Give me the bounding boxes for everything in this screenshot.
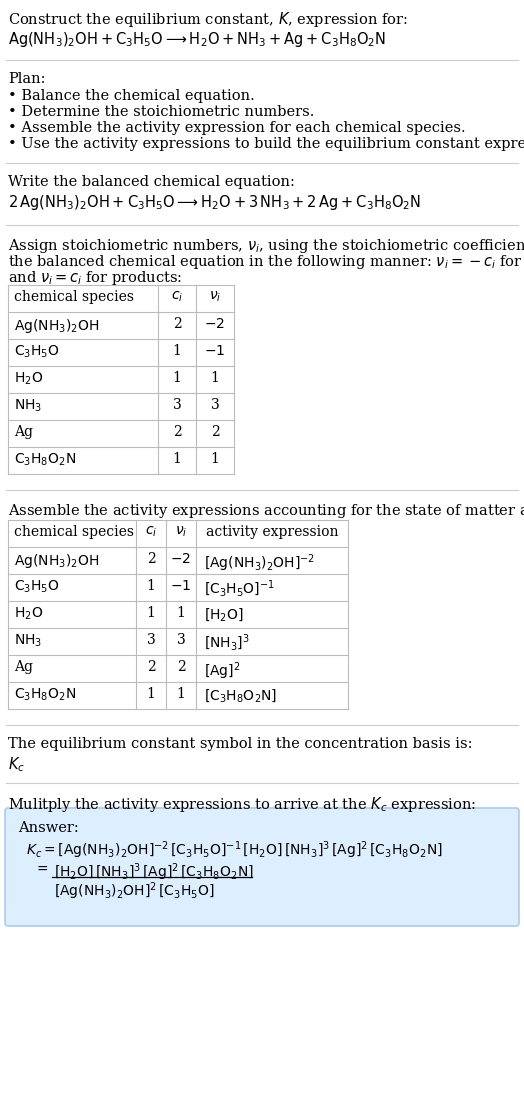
- Text: $[\mathrm{C_3H_5O}]^{-1}$: $[\mathrm{C_3H_5O}]^{-1}$: [204, 579, 275, 599]
- Text: $\mathrm{Ag(NH_3)_2OH}$: $\mathrm{Ag(NH_3)_2OH}$: [14, 552, 100, 571]
- Text: 1: 1: [172, 344, 181, 359]
- Text: $\mathrm{H_2O}$: $\mathrm{H_2O}$: [14, 606, 43, 622]
- Text: $\mathrm{H_2O}$: $\mathrm{H_2O}$: [14, 371, 43, 387]
- Text: the balanced chemical equation in the following manner: $\nu_i = -c_i$ for react: the balanced chemical equation in the fo…: [8, 252, 524, 271]
- Text: chemical species: chemical species: [14, 290, 134, 304]
- Text: 2: 2: [147, 552, 156, 566]
- Text: Ag: Ag: [14, 425, 33, 439]
- Text: $c_i$: $c_i$: [171, 290, 183, 304]
- Text: $[\mathrm{C_3H_8O_2N}]$: $[\mathrm{C_3H_8O_2N}]$: [204, 687, 277, 704]
- Text: $\mathrm{Ag(NH_3)_2OH + C_3H_5O} \longrightarrow \mathrm{H_2O + NH_3 + Ag + C_3H: $\mathrm{Ag(NH_3)_2OH + C_3H_5O} \longri…: [8, 30, 386, 49]
- Text: 3: 3: [211, 398, 220, 412]
- Text: $K_c = [\mathrm{Ag(NH_3)_2OH}]^{-2}\,[\mathrm{C_3H_5O}]^{-1}\,[\mathrm{H_2O}]\,[: $K_c = [\mathrm{Ag(NH_3)_2OH}]^{-2}\,[\m…: [26, 839, 443, 860]
- Text: 1: 1: [211, 371, 220, 385]
- Text: $c_i$: $c_i$: [145, 525, 157, 540]
- Text: 2: 2: [172, 317, 181, 331]
- Text: • Assemble the activity expression for each chemical species.: • Assemble the activity expression for e…: [8, 121, 466, 136]
- Text: 1: 1: [147, 606, 156, 620]
- Text: and $\nu_i = c_i$ for products:: and $\nu_i = c_i$ for products:: [8, 269, 182, 287]
- Text: $\nu_i$: $\nu_i$: [175, 525, 187, 540]
- Text: $\mathrm{NH_3}$: $\mathrm{NH_3}$: [14, 398, 42, 414]
- FancyBboxPatch shape: [5, 808, 519, 926]
- Text: chemical species: chemical species: [14, 525, 134, 539]
- Text: $[\mathrm{H_2O}]\,[\mathrm{NH_3}]^3\,[\mathrm{Ag}]^2\,[\mathrm{C_3H_8O_2N}]$: $[\mathrm{H_2O}]\,[\mathrm{NH_3}]^3\,[\m…: [54, 861, 254, 883]
- Text: 1: 1: [177, 687, 185, 701]
- Text: Assign stoichiometric numbers, $\nu_i$, using the stoichiometric coefficients, $: Assign stoichiometric numbers, $\nu_i$, …: [8, 237, 524, 255]
- Text: Ag: Ag: [14, 660, 33, 674]
- Text: $[\mathrm{Ag(NH_3)_2OH}]^2\,[\mathrm{C_3H_5O}]$: $[\mathrm{Ag(NH_3)_2OH}]^2\,[\mathrm{C_3…: [54, 880, 215, 902]
- Text: Assemble the activity expressions accounting for the state of matter and $\nu_i$: Assemble the activity expressions accoun…: [8, 502, 524, 520]
- Text: • Use the activity expressions to build the equilibrium constant expression.: • Use the activity expressions to build …: [8, 137, 524, 151]
- Text: $2\,\mathrm{Ag(NH_3)_2OH + C_3H_5O} \longrightarrow \mathrm{H_2O} + 3\,\mathrm{N: $2\,\mathrm{Ag(NH_3)_2OH + C_3H_5O} \lon…: [8, 193, 421, 212]
- Text: Plan:: Plan:: [8, 72, 46, 86]
- Text: • Determine the stoichiometric numbers.: • Determine the stoichiometric numbers.: [8, 105, 314, 119]
- Text: $=$: $=$: [34, 861, 49, 875]
- Text: • Balance the chemical equation.: • Balance the chemical equation.: [8, 89, 255, 103]
- Text: $-1$: $-1$: [170, 579, 192, 593]
- Text: $-2$: $-2$: [204, 317, 225, 331]
- Text: $-1$: $-1$: [204, 344, 226, 359]
- Text: $[\mathrm{Ag(NH_3)_2OH}]^{-2}$: $[\mathrm{Ag(NH_3)_2OH}]^{-2}$: [204, 552, 315, 574]
- Text: $[\mathrm{NH_3}]^3$: $[\mathrm{NH_3}]^3$: [204, 633, 250, 654]
- Text: 2: 2: [172, 425, 181, 439]
- Text: $\mathrm{C_3H_5O}$: $\mathrm{C_3H_5O}$: [14, 344, 60, 361]
- Text: 3: 3: [147, 633, 156, 647]
- Text: $\mathrm{C_3H_8O_2N}$: $\mathrm{C_3H_8O_2N}$: [14, 453, 76, 469]
- Text: $K_c$: $K_c$: [8, 755, 25, 774]
- Text: $\mathrm{C_3H_8O_2N}$: $\mathrm{C_3H_8O_2N}$: [14, 687, 76, 704]
- Text: 1: 1: [177, 606, 185, 620]
- Text: Write the balanced chemical equation:: Write the balanced chemical equation:: [8, 175, 295, 189]
- Text: $[\mathrm{Ag}]^2$: $[\mathrm{Ag}]^2$: [204, 660, 241, 682]
- Text: 1: 1: [147, 687, 156, 701]
- Text: Answer:: Answer:: [18, 821, 79, 835]
- Text: 2: 2: [147, 660, 156, 674]
- Text: 1: 1: [211, 453, 220, 466]
- Text: activity expression: activity expression: [206, 525, 339, 539]
- Text: $\nu_i$: $\nu_i$: [209, 290, 221, 304]
- Text: $-2$: $-2$: [170, 552, 191, 566]
- Text: 3: 3: [177, 633, 185, 647]
- Text: 3: 3: [172, 398, 181, 412]
- Text: The equilibrium constant symbol in the concentration basis is:: The equilibrium constant symbol in the c…: [8, 737, 473, 751]
- Text: $\mathrm{C_3H_5O}$: $\mathrm{C_3H_5O}$: [14, 579, 60, 596]
- Text: Mulitply the activity expressions to arrive at the $K_c$ expression:: Mulitply the activity expressions to arr…: [8, 795, 476, 814]
- Text: $\mathrm{NH_3}$: $\mathrm{NH_3}$: [14, 633, 42, 649]
- Text: 1: 1: [172, 453, 181, 466]
- Text: 2: 2: [211, 425, 220, 439]
- Text: 1: 1: [147, 579, 156, 593]
- Text: Construct the equilibrium constant, $K$, expression for:: Construct the equilibrium constant, $K$,…: [8, 10, 408, 30]
- Text: 1: 1: [172, 371, 181, 385]
- Text: 2: 2: [177, 660, 185, 674]
- Text: $\mathrm{Ag(NH_3)_2OH}$: $\mathrm{Ag(NH_3)_2OH}$: [14, 317, 100, 334]
- Text: $[\mathrm{H_2O}]$: $[\mathrm{H_2O}]$: [204, 606, 244, 623]
